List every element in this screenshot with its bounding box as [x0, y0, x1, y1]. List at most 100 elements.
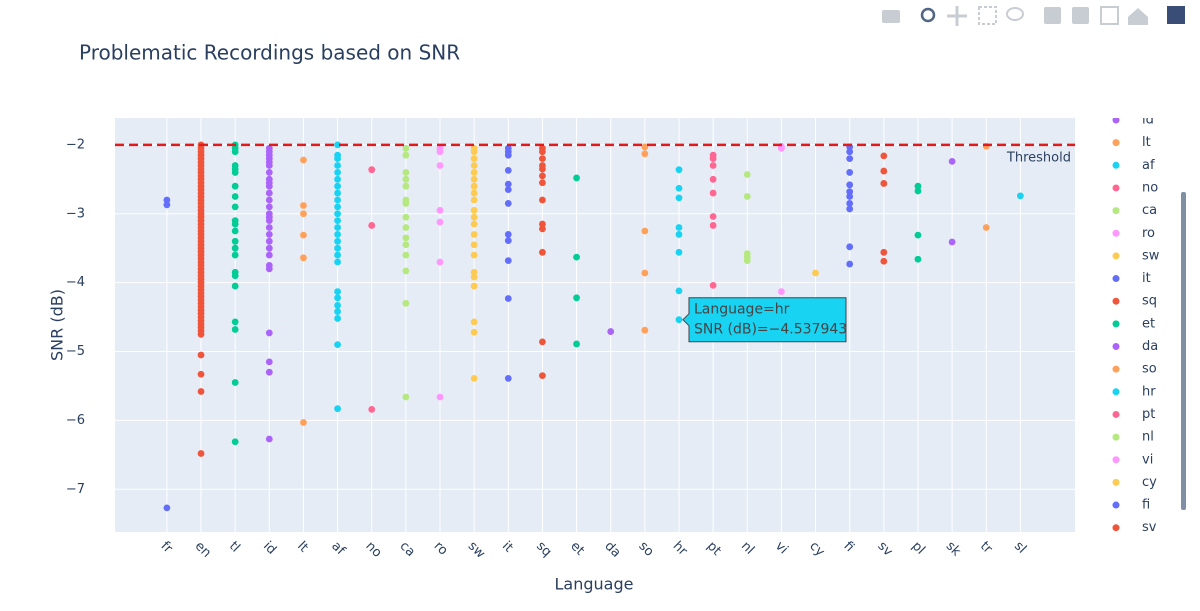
point [880, 248, 888, 256]
point [914, 187, 922, 195]
point [573, 340, 580, 348]
point [334, 203, 341, 211]
point [778, 144, 785, 152]
point [265, 435, 273, 443]
point [334, 196, 341, 204]
camera-icon[interactable] [882, 10, 900, 23]
x-tick-label: no [362, 539, 384, 561]
legend-marker [1112, 410, 1120, 418]
hover-box [682, 297, 847, 343]
point [231, 379, 239, 386]
box-select-icon[interactable] [978, 6, 997, 25]
point [300, 231, 307, 239]
point [880, 152, 888, 160]
point [709, 189, 717, 197]
legend-label: fr [1142, 45, 1153, 60]
zoom-icon[interactable] [920, 7, 936, 23]
point [402, 299, 410, 307]
point [846, 181, 854, 189]
point [539, 225, 546, 233]
zoom-out-icon[interactable] [1072, 7, 1089, 24]
x-tick-label: vi [772, 539, 791, 558]
legend-label: en [1142, 67, 1158, 82]
point [504, 231, 512, 238]
point [265, 237, 273, 245]
point [334, 162, 341, 169]
point [470, 213, 478, 221]
point [334, 155, 341, 163]
point [743, 257, 751, 264]
point [334, 258, 341, 266]
point [265, 182, 273, 190]
point [231, 244, 239, 252]
point [231, 169, 239, 176]
point [402, 182, 410, 190]
point [743, 193, 751, 200]
x-tick-label: tr [977, 539, 995, 557]
point [880, 257, 888, 265]
point [675, 316, 683, 324]
x-tick-label: hr [670, 539, 691, 560]
modebar[interactable] [882, 6, 1185, 26]
legend-marker [1113, 49, 1120, 56]
point [334, 210, 341, 218]
x-tick-label: fi [840, 539, 856, 555]
point [504, 180, 512, 188]
point [470, 169, 478, 176]
point [470, 182, 478, 190]
point [334, 244, 341, 252]
legend[interactable]: fr en tl id lt af no ca ro sw it sq et da so hr pt nl vi cy… [1112, 45, 1160, 611]
point [470, 328, 478, 336]
point [982, 224, 990, 231]
legend-scrollbar[interactable] [1181, 192, 1186, 510]
point [231, 203, 239, 211]
point [436, 162, 444, 169]
lasso-icon[interactable] [1006, 7, 1024, 21]
legend-marker [1112, 252, 1120, 260]
x-tick-label: sq [533, 539, 554, 560]
point [1016, 192, 1024, 200]
point [504, 295, 512, 302]
point [334, 189, 341, 197]
point [402, 224, 410, 231]
point [300, 202, 307, 209]
pan-icon[interactable] [947, 6, 967, 26]
autoscale-icon[interactable] [1100, 6, 1119, 25]
legend-label: lt [1142, 135, 1151, 150]
zoom-in-icon[interactable] [1044, 7, 1061, 24]
point [334, 315, 341, 322]
point [470, 155, 478, 163]
point [539, 148, 546, 156]
point [504, 374, 512, 382]
overlay: Threshold Language=hr SNR (dB)=−4.537943 [115, 143, 1075, 343]
legend-marker [1113, 570, 1120, 577]
point [334, 341, 341, 349]
point [334, 231, 341, 238]
legend-label: so [1142, 362, 1157, 377]
x-axis-title: Language [555, 575, 634, 594]
legend-marker [1112, 501, 1120, 509]
point [334, 141, 341, 149]
point [265, 162, 273, 169]
point [231, 251, 239, 259]
point [402, 200, 410, 207]
point [334, 294, 341, 302]
point [675, 194, 683, 202]
point [573, 174, 580, 182]
point [470, 241, 478, 249]
legend-label: nl [1142, 430, 1154, 445]
point [402, 393, 410, 401]
point [265, 329, 273, 337]
point [539, 338, 546, 346]
point [675, 231, 683, 238]
point [573, 253, 580, 261]
point [641, 150, 649, 158]
point [231, 326, 239, 333]
legend-marker [1112, 320, 1120, 328]
x-tick-label: af [328, 539, 348, 559]
reset-icon[interactable] [1128, 8, 1148, 25]
point [709, 213, 717, 220]
plotly-logo[interactable] [1167, 6, 1185, 24]
legend-marker [1113, 71, 1120, 78]
